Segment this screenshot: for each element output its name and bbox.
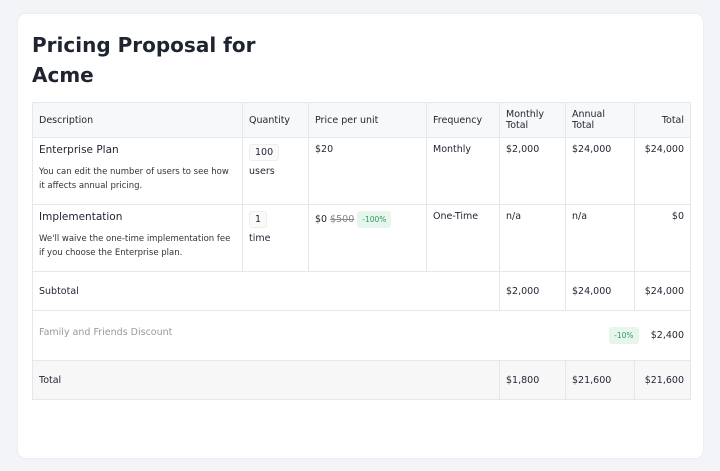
- total-cell: $21,600: [634, 360, 691, 400]
- quantity-cell: 100 users: [242, 137, 309, 205]
- discount-row: Family and Friends Discount -10% $2,400: [32, 310, 691, 361]
- item-row: Enterprise Plan You can edit the number o…: [32, 137, 691, 205]
- quantity-unit: time: [249, 233, 271, 244]
- column-header: Annual Total: [565, 102, 635, 138]
- subtotal-row: Subtotal $2,000 $24,000 $24,000: [32, 271, 691, 311]
- item-name: Implementation: [39, 211, 123, 223]
- annual-cell: $21,600: [565, 360, 635, 400]
- discount-label-cell: Family and Friends Discount -10%: [32, 310, 639, 361]
- price-cell: $20: [308, 137, 427, 205]
- frequency-cell: One-Time: [426, 204, 500, 272]
- monthly-cell: $1,800: [499, 360, 566, 400]
- column-header: Price per unit: [308, 102, 427, 138]
- monthly-cell: $2,000: [499, 137, 566, 205]
- total-cell: $24,000: [634, 137, 691, 205]
- item-note: You can edit the number of users to see …: [39, 167, 229, 191]
- item-note: We'll waive the one-time implementation …: [39, 234, 231, 258]
- subtotal-label: Subtotal: [32, 271, 500, 311]
- frequency-cell: Monthly: [426, 137, 500, 205]
- column-header: Description: [32, 102, 243, 138]
- card: Pricing Proposal for Acme Description Qu…: [18, 14, 703, 458]
- monthly-cell: n/a: [499, 204, 566, 272]
- annual-cell: $24,000: [565, 271, 635, 311]
- column-header: Monthly Total: [499, 102, 566, 138]
- discount-label: Family and Friends Discount: [39, 327, 173, 338]
- title: Pricing Proposal for Acme: [32, 33, 256, 87]
- monthly-cell: $2,000: [499, 271, 566, 311]
- total-cell: $0: [634, 204, 691, 272]
- annual-cell: $24,000: [565, 137, 635, 205]
- header-row: Description Quantity Price per unit Freq…: [32, 102, 691, 138]
- discount-amount: $2,400: [634, 310, 691, 361]
- quantity-cell: 1 time: [242, 204, 309, 272]
- item-row: Implementation We'll waive the one-time i…: [32, 204, 691, 272]
- column-header: Quantity: [242, 102, 309, 138]
- quantity-input[interactable]: 1: [249, 211, 268, 228]
- discount-badge: -100%: [357, 211, 392, 228]
- total-row: Total $1,800 $21,600 $21,600: [32, 360, 691, 400]
- quantity-input[interactable]: 100: [249, 144, 280, 161]
- pricing-table: Description Quantity Price per unit Freq…: [32, 102, 691, 400]
- total-label: Total: [32, 360, 500, 400]
- old-price: $500: [330, 214, 355, 225]
- item-name: Enterprise Plan: [39, 144, 119, 156]
- price-cell: $0 $500 -100%: [308, 204, 427, 272]
- column-header: Frequency: [426, 102, 500, 138]
- quantity-unit: users: [249, 166, 275, 177]
- discount-badge: -10%: [609, 327, 639, 344]
- price: $0: [315, 214, 328, 225]
- total-cell: $24,000: [634, 271, 691, 311]
- description-cell: Implementation We'll waive the one-time i…: [32, 204, 243, 272]
- column-header: Total: [634, 102, 691, 138]
- description-cell: Enterprise Plan You can edit the number o…: [32, 137, 243, 205]
- annual-cell: n/a: [565, 204, 635, 272]
